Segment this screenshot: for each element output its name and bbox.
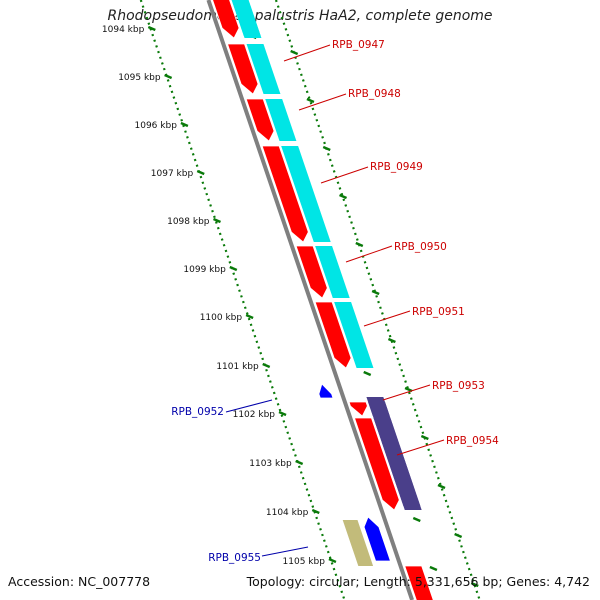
- gene-label-leader: [225, 399, 273, 413]
- inner-tick: [429, 565, 438, 572]
- scale-tick: [295, 459, 304, 466]
- forward-gene-arrow: [245, 98, 275, 142]
- scale-tick-label: 1095 kbp: [118, 73, 161, 83]
- scale-tick-label: 1105 kbp: [283, 557, 326, 567]
- outer-tick: [339, 193, 348, 200]
- gene-label-rpb-0948: RPB_0948: [348, 88, 401, 100]
- scale-tick-label: 1103 kbp: [249, 459, 292, 469]
- gene-label-rpb-0951: RPB_0951: [412, 306, 465, 318]
- forward-gene-arrow: [314, 301, 352, 369]
- scale-tick: [196, 169, 205, 176]
- scale-tick-label: 1102 kbp: [233, 410, 276, 420]
- scale-tick: [213, 217, 221, 224]
- scale-tick: [311, 508, 320, 515]
- outer-tick: [404, 386, 413, 393]
- feature-band: [231, 0, 261, 36]
- inner-tick: [363, 370, 372, 377]
- scale-tick-label: 1099 kbp: [183, 265, 226, 275]
- gene-label-rpb-0953: RPB_0953: [432, 380, 485, 392]
- gene-label-leader: [261, 546, 309, 557]
- scale-tick-label: 1100 kbp: [200, 313, 243, 323]
- feature-band: [366, 397, 421, 506]
- scale-ruler-outer: [274, 0, 481, 600]
- gene-label-rpb-0947: RPB_0947: [332, 39, 385, 51]
- scale-tick: [262, 362, 271, 369]
- forward-gene-arrow: [227, 43, 259, 95]
- scale-tick-label: 1104 kbp: [266, 508, 309, 518]
- scale-tick-label: 1101 kbp: [216, 362, 259, 372]
- scale-tick: [328, 557, 337, 564]
- gene-label-rpb-0955: RPB_0955: [208, 552, 261, 564]
- outer-tick: [454, 532, 463, 539]
- outer-tick: [306, 97, 315, 104]
- scale-tick: [245, 313, 254, 320]
- gene-label-leader: [363, 310, 411, 327]
- forward-gene-arrow: [348, 401, 368, 417]
- forward-gene-arrow: [212, 0, 240, 39]
- outer-tick: [437, 483, 446, 490]
- feature-band: [246, 44, 281, 94]
- scale-ruler-inner: [139, 0, 346, 600]
- feature-band: [281, 146, 331, 242]
- feature-band: [315, 246, 350, 298]
- forward-gene-arrow: [404, 565, 434, 600]
- feature-band: [342, 520, 374, 566]
- outer-tick: [355, 241, 364, 248]
- gene-label-rpb-0954: RPB_0954: [446, 435, 499, 447]
- outer-tick: [322, 145, 331, 152]
- genome-summary-text: Topology: circular; Length: 5,331,656 bp…: [246, 574, 590, 589]
- feature-band: [265, 99, 297, 141]
- accession-text: Accession: NC_007778: [8, 574, 151, 589]
- scale-tick: [278, 410, 287, 417]
- gene-label-leader: [283, 44, 331, 62]
- scale-tick: [164, 73, 173, 80]
- scale-tick: [180, 121, 189, 128]
- scale-tick-label: 1096 kbp: [135, 121, 178, 131]
- inner-tick: [412, 516, 421, 523]
- forward-gene-arrow: [353, 417, 400, 511]
- gene-label-leader: [298, 93, 347, 111]
- scale-tick: [229, 265, 238, 272]
- gene-label-leader: [345, 245, 393, 263]
- gene-label-leader: [320, 166, 369, 184]
- gene-label-leader: [382, 384, 431, 401]
- gene-label-rpb-0950: RPB_0950: [394, 241, 447, 253]
- outer-tick: [371, 289, 380, 296]
- outer-tick: [290, 49, 299, 56]
- outer-tick: [387, 337, 396, 344]
- gene-label-leader: [396, 439, 445, 456]
- scale-tick: [147, 25, 156, 32]
- gene-label-rpb-0952: RPB_0952: [171, 406, 224, 418]
- gene-label-rpb-0949: RPB_0949: [370, 161, 423, 173]
- genome-backbone: [206, 0, 414, 600]
- outer-tick: [470, 581, 479, 588]
- forward-gene-arrow: [261, 145, 309, 243]
- scale-tick-label: 1098 kbp: [167, 217, 210, 227]
- scale-tick-label: 1097 kbp: [151, 169, 194, 179]
- reverse-gene-arrow: [363, 516, 391, 562]
- outer-tick: [420, 434, 429, 441]
- feature-band: [334, 302, 374, 368]
- forward-gene-arrow: [295, 245, 328, 299]
- reverse-gene-arrow: [318, 383, 334, 399]
- scale-tick-label: 1094 kbp: [102, 25, 145, 35]
- genome-title: Rhodopseudomonas palustris HaA2, complet…: [107, 8, 493, 24]
